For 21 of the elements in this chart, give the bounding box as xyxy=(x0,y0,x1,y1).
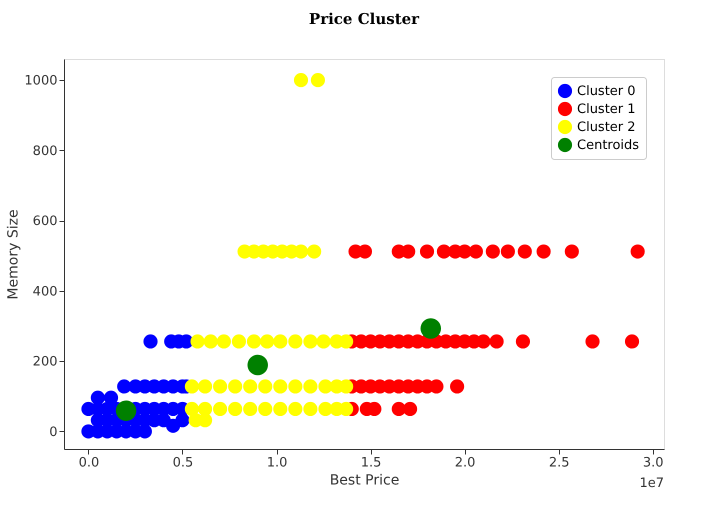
legend-label: Cluster 1 xyxy=(577,102,636,117)
y-tick-label: 600 xyxy=(32,214,58,230)
y-tick-label: 400 xyxy=(32,284,58,300)
legend-label: Centroids xyxy=(577,138,640,153)
x-tick-label: 1.5 xyxy=(360,456,382,470)
x-tick-label: 2.5 xyxy=(548,456,570,470)
x-tick-label: 0.5 xyxy=(172,456,194,470)
chart-title: Price Cluster xyxy=(308,10,420,28)
legend-label: Cluster 2 xyxy=(577,120,636,135)
y-tick-label: 1000 xyxy=(24,74,58,89)
text: 1e7 xyxy=(639,476,664,491)
y-tick-label: 200 xyxy=(32,354,58,370)
x-tick-label: 3.0 xyxy=(642,456,664,470)
y-axis-title: Memory Size xyxy=(5,209,22,300)
x-tick-label: 0.0 xyxy=(78,456,100,470)
y-tick-label: 0 xyxy=(49,424,58,440)
y-tick-label: 800 xyxy=(32,144,58,159)
x-tick-label: 2.0 xyxy=(454,456,476,470)
legend-label: Cluster 0 xyxy=(577,84,636,99)
x-tick-label: 1.0 xyxy=(266,456,288,470)
x-axis-title: Best Price xyxy=(330,472,400,488)
